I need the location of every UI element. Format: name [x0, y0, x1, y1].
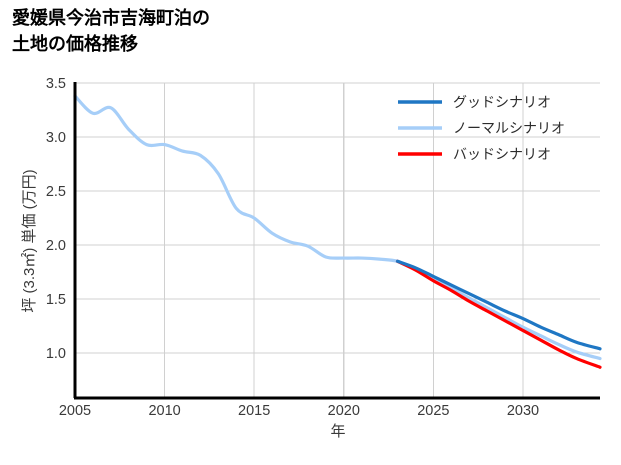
x-tick-label: 2025 — [417, 403, 449, 419]
series-lines — [73, 94, 602, 369]
series-line — [73, 94, 602, 361]
y-tick-label: 3.0 — [46, 130, 66, 146]
x-tick-label: 2005 — [59, 403, 91, 419]
y-tick-label: 2.5 — [46, 184, 66, 200]
x-tick-label: 2015 — [238, 403, 270, 419]
x-axis-tick-labels: 2005 2010 2015 2020 2025 2030 — [59, 403, 539, 419]
x-tick-label: 2010 — [148, 403, 180, 419]
x-tick-label: 2030 — [507, 403, 539, 419]
series-line — [395, 259, 602, 351]
y-axis-title: 坪 (3.3㎡) 単価 (万円) — [21, 169, 38, 312]
y-tick-label: 1.5 — [46, 292, 66, 308]
x-axis-title: 年 — [330, 423, 345, 440]
series-line — [395, 259, 602, 369]
legend-label: ノーマルシナリオ — [453, 120, 565, 136]
x-tick-label: 2020 — [328, 403, 360, 419]
y-axis-tick-labels: 1.0 1.5 2.0 2.5 3.0 3.5 — [46, 76, 66, 362]
axis-lines — [73, 82, 600, 400]
y-tick-label: 1.0 — [46, 346, 66, 362]
y-tick-label: 3.5 — [46, 76, 66, 92]
chart-title: 愛媛県今治市吉海町泊の 土地の価格推移 — [12, 8, 210, 54]
legend-label: バッドシナリオ — [453, 146, 551, 162]
y-tick-label: 2.0 — [46, 238, 66, 254]
legend-label: グッドシナリオ — [453, 94, 551, 110]
